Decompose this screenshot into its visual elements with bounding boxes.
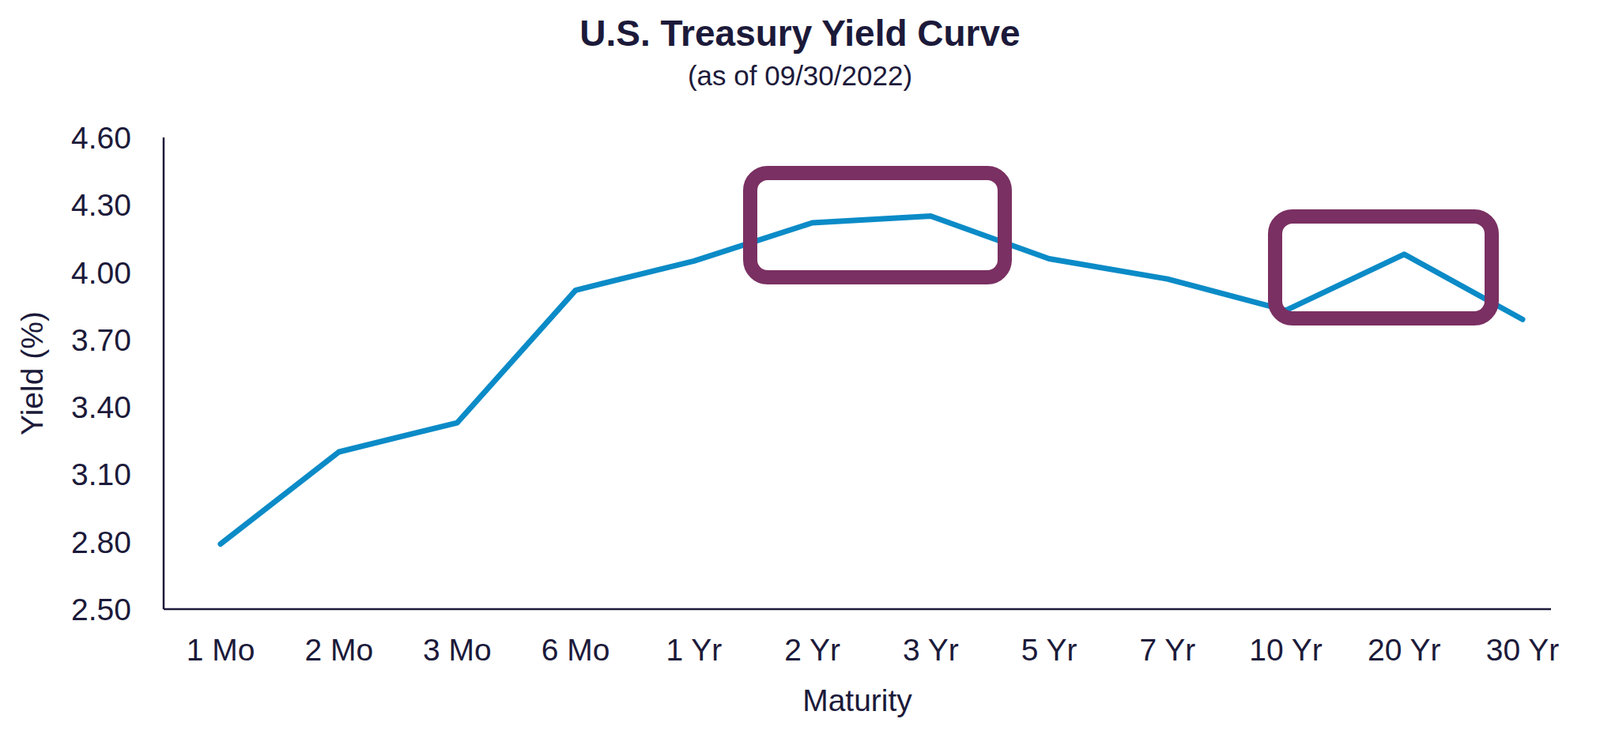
y-tick	[158, 541, 164, 543]
y-tick-label: 4.00	[71, 256, 132, 291]
x-tick-label: 3 Mo	[422, 633, 492, 668]
yield-line	[220, 216, 1523, 545]
y-axis-line	[162, 137, 166, 610]
highlight-box	[750, 173, 1005, 278]
x-axis-line	[163, 608, 1551, 612]
chart: U.S. Treasury Yield Curve (as of 09/30/20…	[0, 0, 1600, 730]
y-tick	[158, 407, 164, 408]
x-tick-label: 30 Yr	[1486, 633, 1560, 668]
y-tick	[158, 271, 164, 273]
plot-area	[220, 216, 1523, 545]
x-axis-title: Maturity	[802, 683, 913, 718]
y-tick-label: 3.40	[71, 390, 132, 425]
subtitle: (as of 09/30/2022)	[687, 60, 913, 91]
x-tick-label: 20 Yr	[1367, 633, 1442, 668]
x-tick-label: 7 Yr	[1139, 633, 1196, 668]
x-tick-label: 2 Yr	[784, 633, 841, 668]
x-tick-label: 2 Mo	[304, 633, 374, 668]
x-tick-label: 1 Yr	[665, 633, 722, 668]
y-tick-label: 3.70	[71, 323, 132, 358]
y-tick	[158, 339, 164, 340]
y-tick	[158, 609, 164, 611]
y-tick-label: 3.10	[71, 457, 132, 492]
x-tick-label: 6 Mo	[541, 633, 611, 668]
title: U.S. Treasury Yield Curve	[579, 12, 1020, 54]
x-tick-label: 5 Yr	[1021, 633, 1078, 668]
highlight-box	[1275, 216, 1492, 319]
y-tick-label: 4.30	[71, 188, 132, 223]
x-tick-label: 10 Yr	[1249, 633, 1323, 668]
x-tick-label: 1 Mo	[186, 633, 256, 668]
y-axis-title: Yield (%)	[15, 311, 50, 436]
y-tick-label: 2.80	[71, 525, 132, 560]
y-tick-label: 2.50	[71, 592, 132, 627]
y-tick	[158, 474, 164, 476]
y-tick-label: 4.60	[71, 120, 132, 155]
y-tick	[158, 204, 164, 206]
x-tick-label: 3 Yr	[902, 633, 959, 668]
y-tick	[158, 137, 164, 139]
